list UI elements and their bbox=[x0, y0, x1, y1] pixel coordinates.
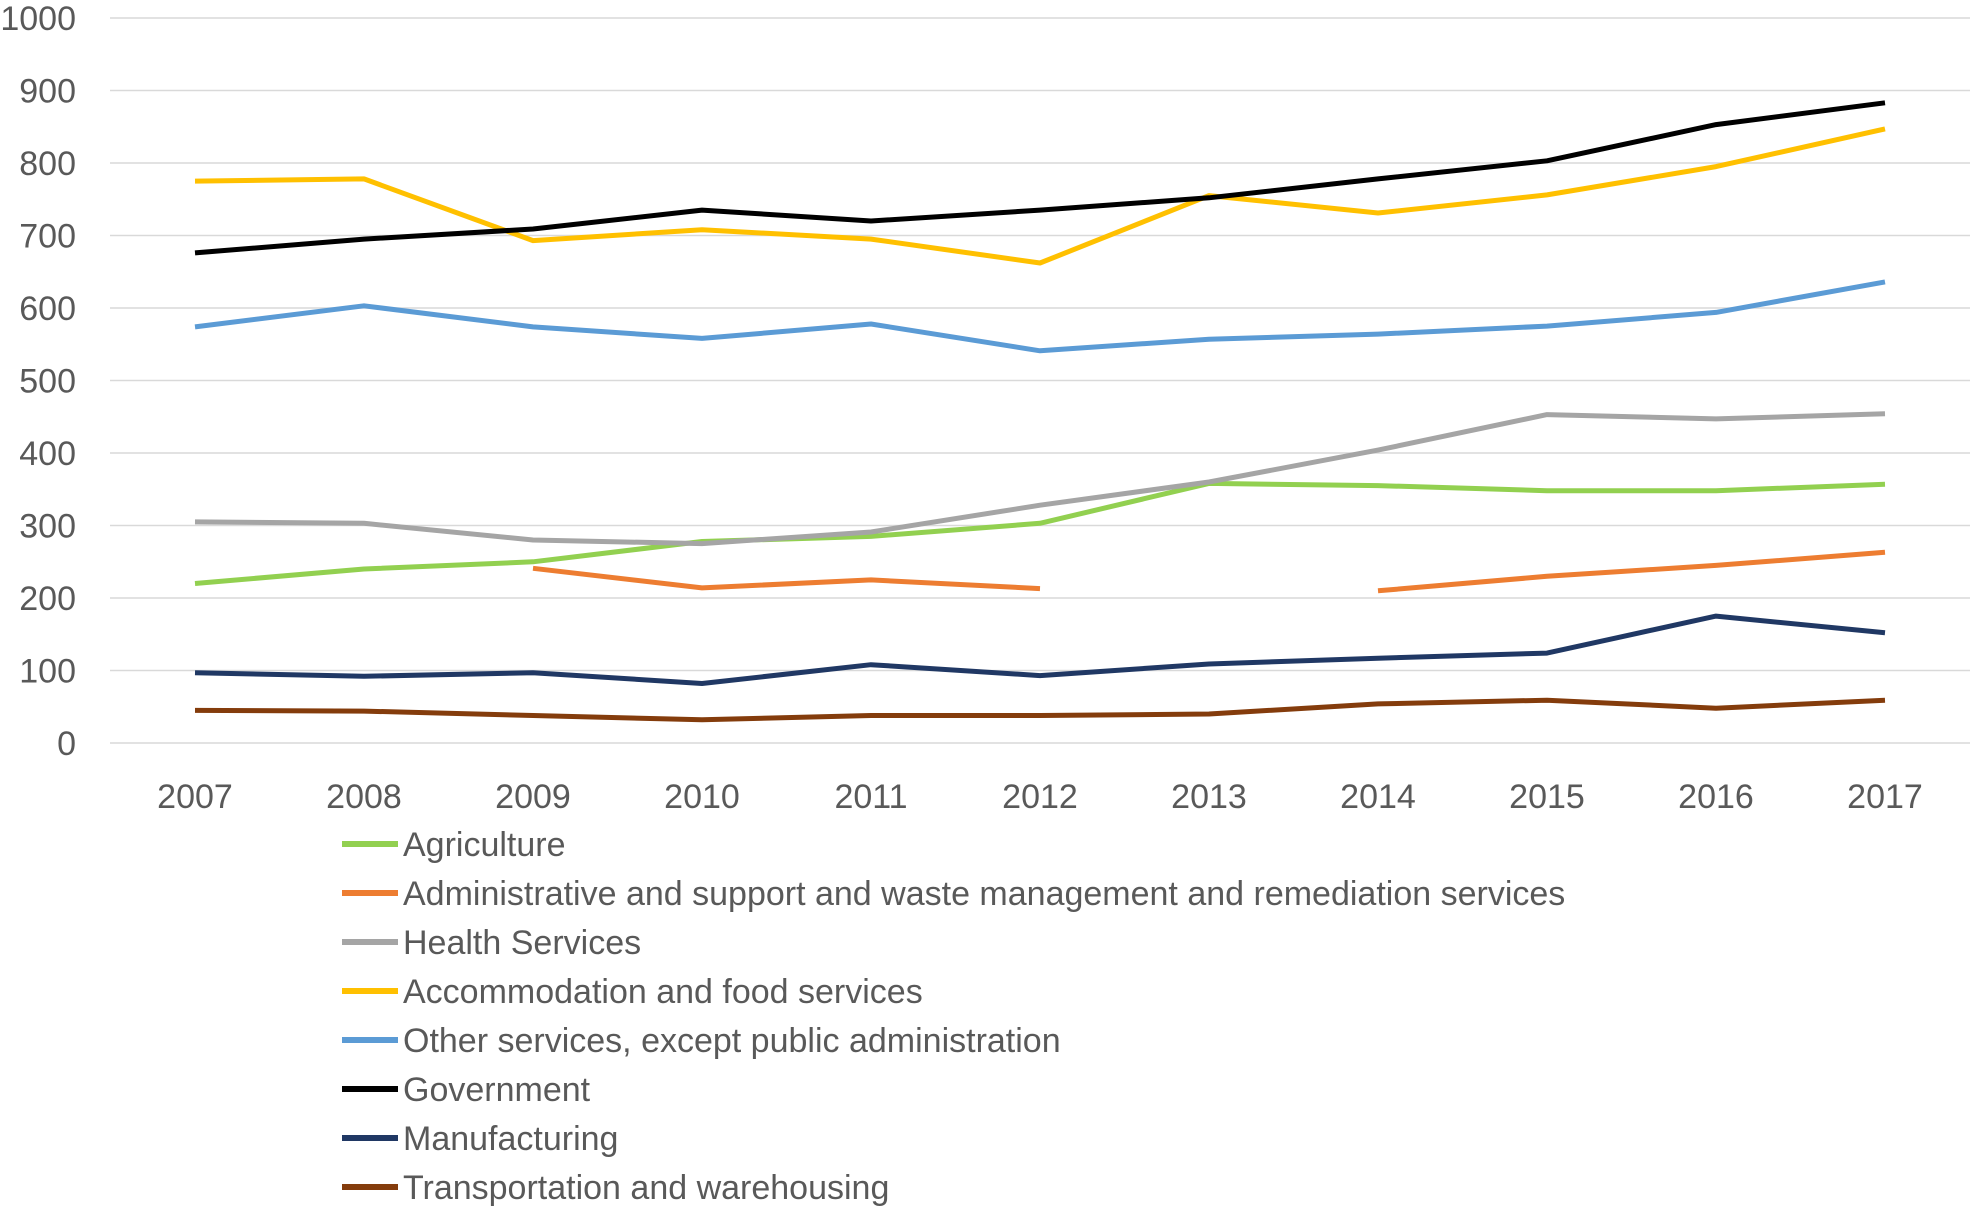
series-3 bbox=[194, 126, 1886, 266]
series-line bbox=[194, 100, 1886, 256]
gridlines bbox=[110, 17, 1970, 744]
y-tick-label: 400 bbox=[19, 435, 76, 473]
y-tick-label: 200 bbox=[19, 580, 76, 618]
legend-label: Government bbox=[403, 1071, 591, 1109]
series-5 bbox=[194, 100, 1886, 256]
y-tick-label: 100 bbox=[19, 653, 76, 691]
legend-entry: Health Services bbox=[342, 924, 641, 962]
legend-entry: Agriculture bbox=[342, 826, 566, 864]
series-7 bbox=[194, 697, 1886, 723]
x-tick-label: 2012 bbox=[1002, 778, 1078, 816]
x-tick-label: 2016 bbox=[1678, 778, 1754, 816]
y-tick-label: 0 bbox=[57, 725, 76, 763]
y-tick-label: 600 bbox=[19, 290, 76, 328]
legend-label: Accommodation and food services bbox=[403, 973, 923, 1011]
x-tick-label: 2011 bbox=[834, 778, 907, 816]
series-line bbox=[194, 126, 1886, 266]
series-line bbox=[194, 613, 1886, 686]
y-tick-label: 700 bbox=[19, 218, 76, 256]
legend-entry: Other services, except public administra… bbox=[342, 1022, 1061, 1060]
legend-entry: Manufacturing bbox=[342, 1120, 618, 1158]
series-line bbox=[194, 697, 1886, 723]
legend-entry: Government bbox=[342, 1071, 591, 1109]
x-tick-label: 2007 bbox=[157, 778, 233, 816]
x-tick-label: 2017 bbox=[1847, 778, 1923, 816]
x-tick-label: 2010 bbox=[664, 778, 740, 816]
legend-label: Manufacturing bbox=[403, 1120, 618, 1158]
legend-label: Health Services bbox=[403, 924, 641, 962]
legend-label: Administrative and support and waste man… bbox=[403, 875, 1565, 913]
legend-label: Other services, except public administra… bbox=[403, 1022, 1061, 1060]
y-tick-label: 300 bbox=[19, 508, 76, 546]
series-6 bbox=[194, 613, 1886, 686]
y-tick-label: 900 bbox=[19, 73, 76, 111]
series-line bbox=[194, 480, 1886, 586]
legend-label: Agriculture bbox=[403, 826, 566, 864]
legend: Agriculture Administrative and support an… bbox=[342, 826, 1565, 1207]
series-lines bbox=[194, 100, 1886, 723]
x-tick-label: 2015 bbox=[1509, 778, 1585, 816]
series-line bbox=[194, 279, 1886, 354]
legend-entry: Transportation and warehousing bbox=[342, 1169, 889, 1207]
legend-label: Transportation and warehousing bbox=[403, 1169, 889, 1207]
series-line bbox=[194, 411, 1886, 547]
x-tick-label: 2013 bbox=[1171, 778, 1247, 816]
series-2 bbox=[194, 411, 1886, 547]
series-line bbox=[1377, 549, 1886, 594]
x-tick-label: 2014 bbox=[1340, 778, 1416, 816]
series-line bbox=[532, 565, 1041, 592]
legend-entry: Administrative and support and waste man… bbox=[342, 875, 1565, 913]
y-tick-label: 500 bbox=[19, 363, 76, 401]
y-tick-label: 1000 bbox=[0, 0, 76, 38]
series-4 bbox=[194, 279, 1886, 354]
x-axis-tick-labels: 2007 2008 2009 2010 2011 2012 2013 2014 2015 2016… bbox=[157, 778, 1923, 816]
series-1 bbox=[532, 549, 1886, 594]
legend-entry: Accommodation and food services bbox=[342, 973, 923, 1011]
x-tick-label: 2009 bbox=[495, 778, 571, 816]
y-tick-label: 800 bbox=[19, 145, 76, 183]
y-axis-tick-labels: 0 100 200 300 400 500 600 700 800 900 1000 bbox=[0, 0, 76, 763]
series-0 bbox=[194, 480, 1886, 586]
x-tick-label: 2008 bbox=[326, 778, 402, 816]
